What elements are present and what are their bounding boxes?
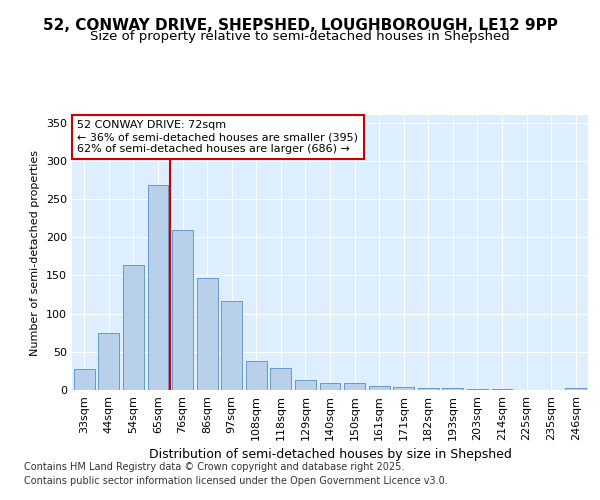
Bar xyxy=(271,368,292,390)
Bar xyxy=(98,332,119,390)
X-axis label: Distribution of semi-detached houses by size in Shepshed: Distribution of semi-detached houses by … xyxy=(149,448,511,461)
Text: Contains HM Land Registry data © Crown copyright and database right 2025.: Contains HM Land Registry data © Crown c… xyxy=(24,462,404,472)
Bar xyxy=(295,380,316,390)
Bar xyxy=(368,386,389,390)
Bar xyxy=(565,388,586,390)
Bar xyxy=(221,300,242,390)
Bar xyxy=(393,387,414,390)
Bar xyxy=(344,383,365,390)
Bar xyxy=(246,361,267,390)
Bar xyxy=(74,368,95,390)
Text: Size of property relative to semi-detached houses in Shepshed: Size of property relative to semi-detach… xyxy=(90,30,510,43)
Bar xyxy=(442,388,463,390)
Text: 52 CONWAY DRIVE: 72sqm
← 36% of semi-detached houses are smaller (395)
62% of se: 52 CONWAY DRIVE: 72sqm ← 36% of semi-det… xyxy=(77,120,358,154)
Bar xyxy=(320,383,340,390)
Bar xyxy=(491,389,512,390)
Bar xyxy=(123,266,144,390)
Text: Contains public sector information licensed under the Open Government Licence v3: Contains public sector information licen… xyxy=(24,476,448,486)
Bar xyxy=(172,230,193,390)
Bar xyxy=(467,389,488,390)
Bar xyxy=(418,388,439,390)
Bar xyxy=(148,186,169,390)
Text: 52, CONWAY DRIVE, SHEPSHED, LOUGHBOROUGH, LE12 9PP: 52, CONWAY DRIVE, SHEPSHED, LOUGHBOROUGH… xyxy=(43,18,557,32)
Bar xyxy=(197,278,218,390)
Y-axis label: Number of semi-detached properties: Number of semi-detached properties xyxy=(31,150,40,356)
